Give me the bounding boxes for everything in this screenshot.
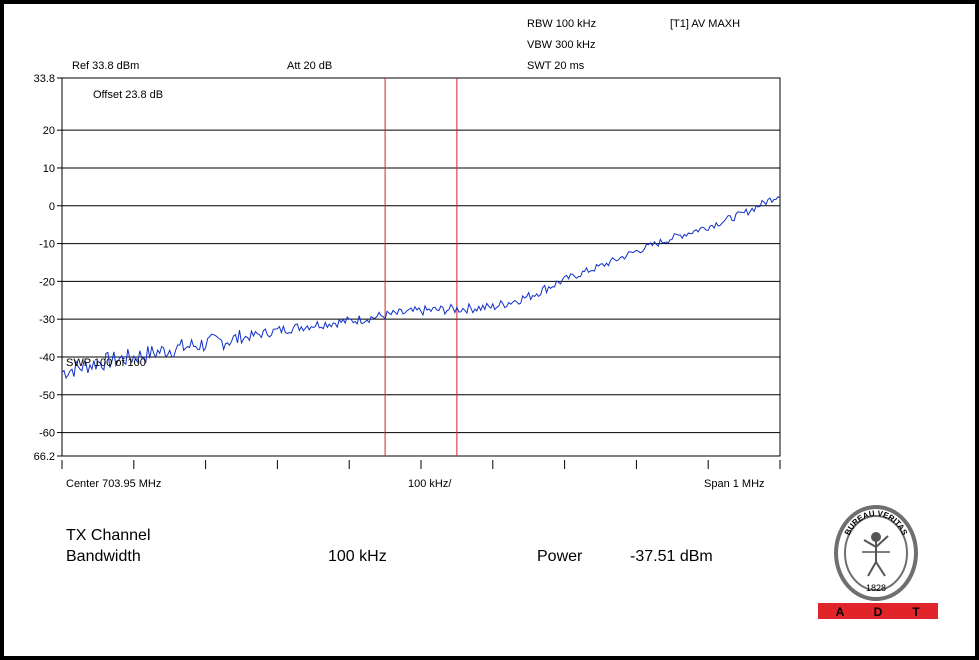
y-tick-label: -50: [39, 390, 55, 402]
gridlines: [62, 129, 780, 434]
spectrum-trace: [61, 196, 781, 380]
vbw-label: VBW 300 kHz: [527, 39, 595, 51]
adt-letter-t: T: [912, 605, 920, 619]
y-tick-label: 0: [49, 201, 55, 213]
power-value: -37.51 dBm: [630, 548, 713, 565]
center-frequency-label: Center 703.95 MHz: [66, 478, 161, 490]
power-label: Power: [537, 548, 583, 565]
x-axis-ticks: [61, 460, 781, 469]
channel-markers: [384, 78, 458, 456]
attenuation-label: Att 20 dB: [287, 60, 332, 72]
y-tick-label: -30: [39, 314, 55, 326]
y-tick-label: -20: [39, 276, 55, 288]
y-tick-label: -10: [39, 239, 55, 251]
sweep-count-label: SWP 100 of 100: [66, 357, 146, 369]
tx-channel-label: TX Channel: [66, 527, 151, 544]
ref-level-label: Ref 33.8 dBm: [72, 60, 139, 72]
figure-icon: [862, 532, 890, 577]
trace-mode-label: [T1] AV MAXH: [670, 18, 740, 30]
rbw-label: RBW 100 kHz: [527, 18, 596, 30]
adt-letter-a: A: [836, 605, 845, 619]
y-axis-ticks: 33.8 20 10 0 -10 -20 -30 -40 -50 -60 66.2: [34, 73, 62, 463]
bandwidth-label: Bandwidth: [66, 548, 141, 565]
y-tick-label: 66.2: [34, 451, 55, 463]
offset-label: Offset 23.8 dB: [93, 89, 163, 101]
y-tick-label: -40: [39, 352, 55, 364]
adt-letter-d: D: [874, 605, 883, 619]
plot-area: [61, 77, 781, 457]
bandwidth-value: 100 kHz: [328, 548, 387, 565]
y-tick-label: 10: [43, 163, 55, 175]
logo-year: 1828: [866, 583, 886, 593]
y-tick-label: 33.8: [34, 73, 55, 85]
y-tick-label: -60: [39, 428, 55, 440]
bureau-veritas-logo: BUREAU VERITAS 1828 A D T: [818, 505, 938, 619]
adt-band: [818, 603, 938, 619]
span-label: Span 1 MHz: [704, 478, 765, 490]
y-tick-label: 20: [43, 125, 55, 137]
frequency-per-division-label: 100 kHz/: [408, 478, 452, 490]
sweep-time-label: SWT 20 ms: [527, 60, 585, 72]
